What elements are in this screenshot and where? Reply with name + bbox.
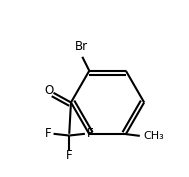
Text: O: O — [44, 84, 53, 97]
Text: F: F — [66, 149, 73, 162]
Text: Br: Br — [75, 40, 88, 53]
Text: F: F — [45, 127, 52, 140]
Text: CH₃: CH₃ — [143, 131, 164, 141]
Text: F: F — [87, 127, 93, 140]
